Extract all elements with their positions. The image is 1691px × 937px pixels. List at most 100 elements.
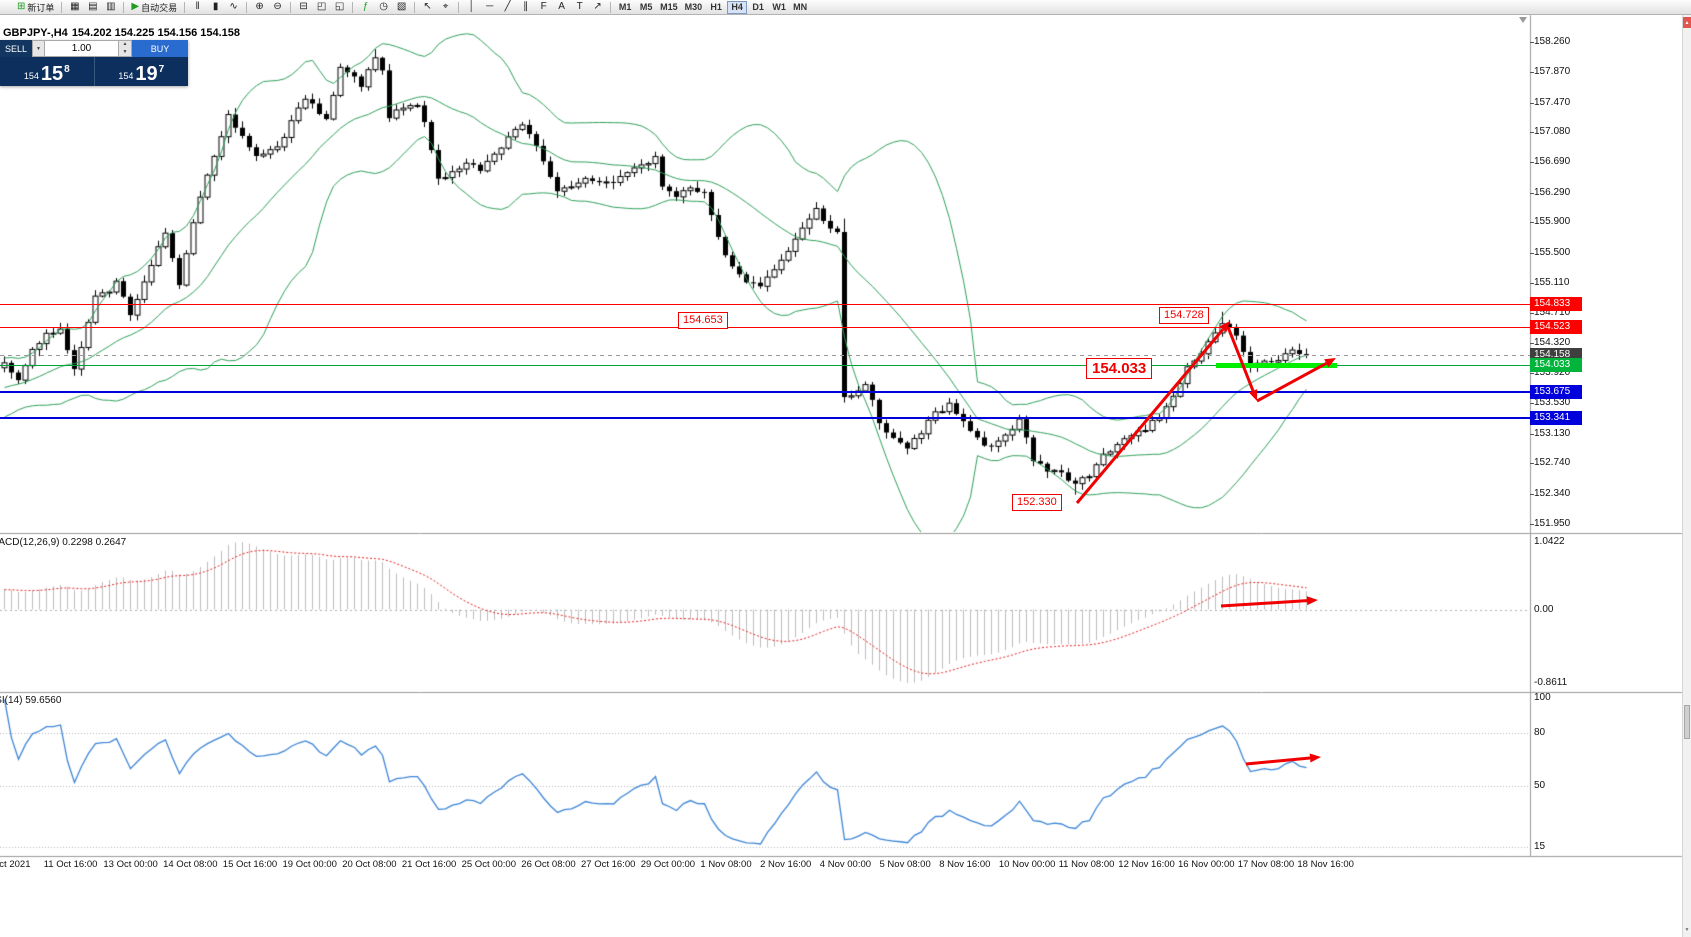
scrollbar-thumb[interactable] (1684, 705, 1690, 739)
price-level-line[interactable] (0, 391, 1530, 393)
cascade-windows-button[interactable]: ◰ (313, 1, 330, 14)
price-level-line[interactable] (0, 355, 1530, 356)
price-level-line[interactable] (0, 304, 1530, 305)
chart-shift-marker[interactable] (1519, 17, 1527, 23)
line-chart-button[interactable]: ∿ (225, 1, 242, 14)
terminal-button[interactable]: ▥ (102, 1, 119, 14)
zoom-out-button[interactable]: ⊖ (269, 1, 286, 14)
toolbar-separator (290, 1, 292, 13)
scroll-up-button[interactable]: ▲ (1683, 17, 1691, 28)
time-axis-label: 19 Oct 00:00 (282, 859, 337, 870)
price-axis-label: 157.470 (1530, 96, 1588, 110)
trendline-button[interactable]: ╱ (499, 1, 516, 14)
arrows-tool-icon: ↗ (593, 1, 602, 12)
price-annotation-label[interactable]: 154.033 (1086, 358, 1153, 379)
price-annotation-label[interactable]: 154.653 (678, 312, 728, 329)
timeframe-m1-button[interactable]: M1 (615, 1, 635, 14)
macd-axis-label: 1.0422 (1534, 536, 1565, 547)
cascade-windows-icon: ◰ (316, 1, 327, 12)
indicators-button[interactable]: ƒ (357, 1, 374, 14)
tile-windows-icon: ⊟ (299, 1, 308, 12)
rsi-axis-label: 15 (1534, 841, 1546, 853)
periods-button[interactable]: ◷ (375, 1, 392, 14)
timeframe-m5-button[interactable]: M5 (636, 1, 656, 14)
timeframe-m30-button[interactable]: M30 (682, 1, 706, 14)
support-zone-highlight[interactable] (1216, 362, 1337, 368)
buy-price-whole: 154 (118, 71, 134, 82)
toolbar-separator (352, 1, 354, 13)
rsi-axis-label: 80 (1534, 727, 1546, 739)
equidistant-channel-button[interactable]: ∥ (517, 1, 534, 14)
new-order-button[interactable]: ⊞ 新订单 (14, 1, 57, 14)
price-axis-label: 154.320 (1530, 336, 1588, 350)
zoom-in-button[interactable]: ⊕ (251, 1, 268, 14)
buy-price-display[interactable]: 154 19 7 (95, 57, 189, 86)
fibonacci-button[interactable]: F (535, 1, 552, 14)
timeframe-h4-button[interactable]: H4 (727, 0, 748, 14)
charts-window-button[interactable]: ▦ (66, 1, 83, 14)
price-level-line[interactable] (0, 327, 1530, 328)
time-axis-label: 5 Nov 08:00 (879, 859, 931, 870)
tile-windows-button[interactable]: ⊟ (295, 1, 312, 14)
trendline-icon: ╱ (504, 1, 511, 12)
price-annotation-label[interactable]: 152.330 (1012, 494, 1062, 511)
navigator-button[interactable]: ▤ (84, 1, 101, 14)
buy-button[interactable]: BUY (132, 40, 188, 57)
scroll-up-icon: ▲ (1684, 19, 1690, 26)
time-axis-label: 2 Nov 16:00 (760, 859, 812, 870)
price-axis-label: 152.740 (1530, 456, 1588, 470)
horizontal-line-button[interactable]: ─ (481, 1, 498, 14)
rsi-indicator-label: RSI(14) 59.6560 (0, 695, 62, 706)
time-axis-label: 4 Nov 00:00 (819, 859, 872, 870)
price-level-line[interactable] (0, 417, 1530, 419)
lot-spinner[interactable]: ▲ ▼ (119, 40, 132, 57)
buy-price-point: 7 (158, 64, 165, 75)
order-type-dropdown[interactable]: ▼ (32, 40, 45, 57)
time-axis-label: 12 Nov 16:00 (1118, 859, 1175, 870)
sell-button[interactable]: SELL (0, 40, 32, 57)
price-level-line[interactable] (0, 365, 1530, 366)
timeframe-h1-button[interactable]: H1 (706, 1, 726, 14)
price-axis-label: 155.500 (1530, 246, 1588, 260)
cursor-button[interactable]: ↖ (419, 1, 436, 14)
candlestick-chart-button[interactable]: ▮ (207, 1, 224, 14)
horizontal-line-icon: ─ (486, 1, 494, 12)
arrows-tool-button[interactable]: ↗ (589, 1, 606, 14)
price-axis-label: 152.340 (1530, 487, 1588, 501)
time-axis-label: 18 Nov 16:00 (1297, 859, 1354, 870)
macd-axis-label: -0.8611 (1534, 677, 1568, 688)
price-axis-tag: 154.523 (1530, 320, 1582, 335)
spinner-down-icon: ▼ (122, 48, 128, 55)
price-axis-tag: 154.833 (1530, 296, 1582, 311)
bar-chart-icon: ‖ (195, 1, 200, 12)
scroll-down-button[interactable]: ▼ (1683, 924, 1691, 935)
chart-ohlc-header: GBPJPY-,H4 154.202 154.225 154.156 154.15… (3, 27, 244, 39)
vertical-scrollbar[interactable]: ▲ ▼ (1682, 15, 1691, 937)
autotrade-button[interactable]: ▶ 自动交易 (128, 1, 180, 14)
bar-chart-button[interactable]: ‖ (189, 1, 206, 14)
arrange-windows-button[interactable]: ◱ (331, 1, 348, 14)
one-click-trade-panel: SELL ▼ ▲ ▼ BUY 154 15 8 154 19 7 (0, 40, 188, 86)
time-axis-label: 17 Nov 08:00 (1237, 859, 1295, 870)
toolbar-separator (61, 1, 63, 13)
text-button[interactable]: A (553, 1, 570, 14)
timeframe-w1-button[interactable]: W1 (769, 1, 789, 14)
sell-price-display[interactable]: 154 15 8 (0, 57, 95, 86)
vertical-line-button[interactable]: │ (463, 1, 480, 14)
crosshair-button[interactable]: ⌖ (437, 1, 454, 14)
templates-button[interactable]: ▧ (393, 1, 410, 14)
toolbar: ⊞ 新订单 ▦ ▤ ▥ ▶ 自动交易 ‖ ▮ ∿ ⊕ ⊖ ⊟ ◰ ◱ ƒ ◷ ▧ ↖ ⌖ │ ─ ╱ ∥ F A T ↗ M1 M5 M15… (0, 0, 1691, 15)
timeframe-d1-button[interactable]: D1 (748, 1, 768, 14)
price-annotation-label[interactable]: 154.728 (1159, 307, 1209, 324)
charts-window-icon: ▦ (70, 1, 80, 12)
chart-ohlc-values: 154.202 154.225 154.156 154.158 (71, 27, 241, 39)
timeframe-mn-button[interactable]: MN (790, 1, 810, 14)
lot-size-input[interactable] (45, 40, 119, 57)
text-label-button[interactable]: T (571, 1, 588, 14)
timeframe-m15-button[interactable]: M15 (657, 1, 681, 14)
toolbar-separator (458, 1, 460, 13)
navigator-icon: ▤ (88, 1, 98, 12)
price-axis-label: 154.710 (1530, 306, 1588, 320)
